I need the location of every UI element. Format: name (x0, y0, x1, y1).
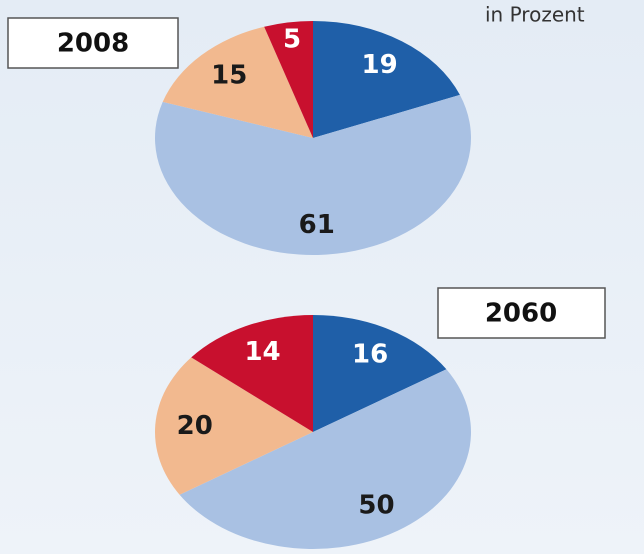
data-label: 15 (211, 60, 247, 90)
data-label: 20 (177, 411, 213, 441)
pie-slice (154, 357, 313, 495)
title-box (437, 287, 606, 339)
data-label: 5 (283, 24, 301, 54)
pie-slice (162, 26, 313, 138)
data-label: 19 (362, 50, 398, 80)
data-label: 61 (299, 210, 335, 240)
pie-slice (179, 369, 471, 549)
chart-title: 2008 (57, 29, 129, 59)
pie-slice (264, 21, 313, 138)
data-label: 14 (244, 337, 280, 367)
title-box (7, 17, 179, 69)
pie-slice (191, 315, 313, 432)
chart-title: 2060 (485, 299, 557, 329)
data-label: 16 (352, 340, 388, 370)
pie-slice (313, 21, 460, 138)
pie-slice (313, 315, 447, 432)
chart-subtitle: in Prozent (485, 3, 585, 27)
data-label: 50 (358, 491, 394, 521)
pie-slice (155, 94, 471, 255)
